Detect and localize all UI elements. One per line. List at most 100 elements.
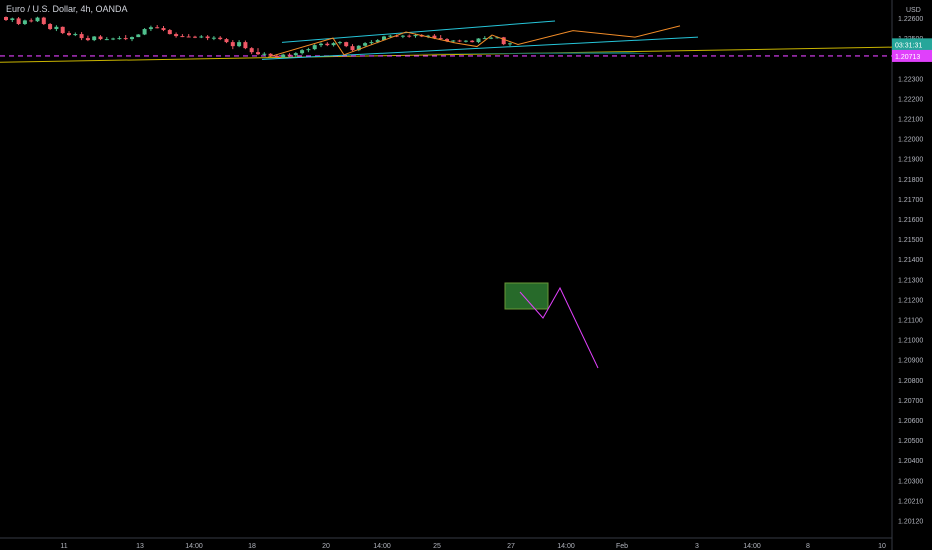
candle-body bbox=[161, 28, 166, 31]
candle-body bbox=[369, 42, 374, 44]
candle-body bbox=[41, 17, 46, 25]
candle-body bbox=[382, 36, 386, 41]
y-tick-label: 1.21400 bbox=[898, 257, 923, 264]
y-tick-label: 1.22100 bbox=[898, 117, 923, 124]
y-tick-label: 1.20210 bbox=[898, 498, 923, 505]
candle-body bbox=[356, 45, 361, 51]
candle-body bbox=[67, 33, 71, 36]
candle-body bbox=[16, 18, 21, 25]
x-tick-label: 14:00 bbox=[373, 543, 391, 550]
chart-title: Euro / U.S. Dollar, 4h, OANDA bbox=[6, 4, 128, 14]
candle-body bbox=[237, 42, 242, 47]
candle-body bbox=[337, 42, 342, 44]
candle-body bbox=[111, 38, 116, 40]
candle-body bbox=[123, 38, 128, 40]
x-tick-label: 18 bbox=[248, 543, 256, 550]
candle-body bbox=[243, 42, 248, 49]
candle-body bbox=[331, 43, 336, 46]
candle-body bbox=[293, 53, 298, 56]
entry-box bbox=[504, 282, 549, 310]
candle-body bbox=[319, 43, 323, 46]
candle-body bbox=[48, 24, 53, 30]
y-tick-label: 1.21900 bbox=[898, 157, 923, 164]
x-tick-label: 25 bbox=[433, 543, 441, 550]
x-tick-label: 14:00 bbox=[185, 543, 203, 550]
candle-body bbox=[482, 38, 487, 40]
candle-body bbox=[495, 37, 500, 39]
candle-body bbox=[363, 43, 368, 46]
last-price-badge-label: 03:31:31 bbox=[895, 42, 922, 49]
candle-body bbox=[312, 45, 317, 50]
y-tick-label: 1.20300 bbox=[898, 478, 923, 485]
candle-body bbox=[117, 38, 122, 40]
x-tick-label: 13 bbox=[136, 543, 144, 550]
candle-body bbox=[249, 48, 254, 53]
candle-body bbox=[489, 37, 494, 39]
candle-body bbox=[476, 38, 481, 43]
candle-body bbox=[445, 39, 449, 42]
candle-body bbox=[501, 37, 506, 45]
candle-body bbox=[281, 54, 286, 58]
projection-path bbox=[519, 286, 599, 369]
candle-body bbox=[205, 36, 210, 39]
x-tick-label: Feb bbox=[616, 543, 628, 550]
candle-body bbox=[470, 40, 475, 43]
candle-body bbox=[287, 54, 292, 56]
y-tick-label: 1.20120 bbox=[898, 519, 923, 526]
target-zone bbox=[390, 51, 654, 54]
x-tick-label: 14:00 bbox=[557, 543, 575, 550]
channel-lower-line bbox=[261, 36, 699, 60]
candle-body bbox=[174, 34, 179, 37]
candle-body bbox=[457, 40, 462, 42]
candle-body bbox=[186, 36, 191, 38]
candle-body bbox=[130, 37, 134, 40]
candle-body bbox=[155, 27, 160, 29]
candle-body bbox=[388, 35, 393, 37]
candle-body bbox=[508, 43, 512, 45]
x-tick-label: 8 bbox=[806, 543, 810, 550]
candle-body bbox=[4, 16, 8, 21]
candle-body bbox=[54, 26, 59, 30]
y-tick-label: 1.21800 bbox=[898, 177, 923, 184]
candle-body bbox=[463, 40, 468, 42]
y-tick-label: 1.22300 bbox=[898, 76, 923, 83]
candle-body bbox=[29, 20, 34, 22]
channel-upper-line bbox=[281, 20, 556, 43]
candle-body bbox=[262, 53, 267, 55]
candle-body bbox=[413, 35, 418, 37]
level-badge-label: 1.20713 bbox=[895, 54, 920, 61]
candle-body bbox=[193, 36, 197, 38]
candle-body bbox=[85, 38, 90, 41]
candle-body bbox=[394, 35, 399, 37]
candle-body bbox=[22, 20, 27, 25]
y-tick-label: 1.21700 bbox=[898, 197, 923, 204]
candle-body bbox=[407, 35, 412, 37]
candle-body bbox=[10, 18, 15, 21]
candle-body bbox=[73, 34, 78, 36]
currency-label: USD bbox=[906, 7, 921, 14]
candle-body bbox=[451, 40, 456, 42]
candle-body bbox=[98, 36, 103, 40]
candle-body bbox=[375, 40, 380, 43]
y-tick-label: 1.20800 bbox=[898, 378, 923, 385]
y-tick-label: 1.22600 bbox=[898, 16, 923, 23]
y-tick-label: 1.22200 bbox=[898, 96, 923, 103]
candle-body bbox=[35, 17, 40, 22]
candle-body bbox=[180, 36, 185, 38]
trend-line bbox=[0, 46, 893, 63]
candle-body bbox=[199, 36, 204, 38]
candle-body bbox=[230, 42, 235, 47]
candle-body bbox=[438, 38, 443, 40]
y-tick-label: 1.22000 bbox=[898, 137, 923, 144]
y-tick-label: 1.20700 bbox=[898, 398, 923, 405]
candle-body bbox=[136, 34, 141, 38]
candle-body bbox=[142, 29, 147, 35]
y-tick-label: 1.21000 bbox=[898, 338, 923, 345]
candle-body bbox=[426, 35, 431, 37]
candle-body bbox=[306, 49, 311, 51]
last-price-badge bbox=[892, 38, 932, 51]
y-tick-label: 1.21500 bbox=[898, 237, 923, 244]
candle-body bbox=[167, 30, 172, 35]
x-tick-label: 3 bbox=[695, 543, 699, 550]
